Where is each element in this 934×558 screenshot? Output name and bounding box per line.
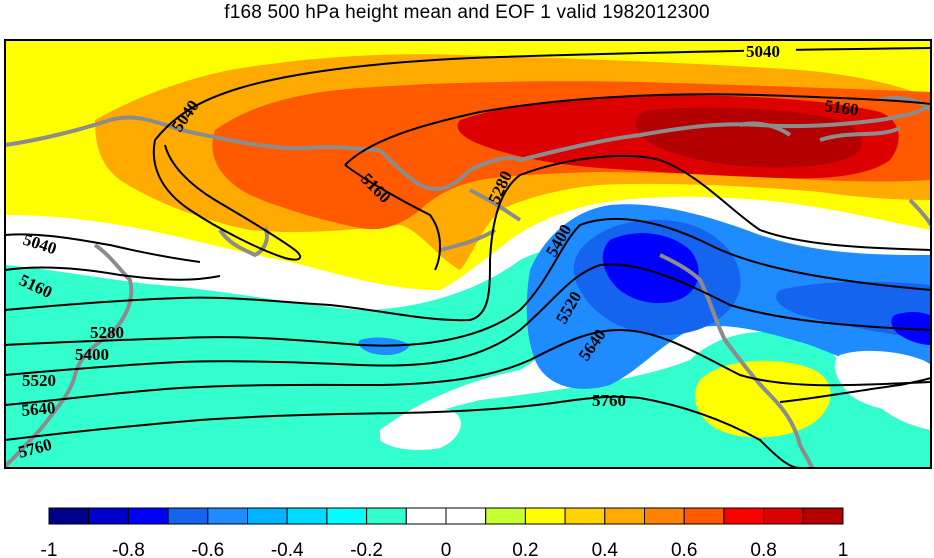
shade-deep-red bbox=[635, 107, 862, 168]
colorbar-swatch bbox=[723, 507, 765, 525]
colorbar-tick-label: -1 bbox=[41, 540, 58, 558]
contour-label-5400-west: 5400 bbox=[75, 345, 109, 364]
contour-5640 bbox=[5, 328, 931, 406]
colorbar-swatch bbox=[524, 507, 566, 525]
shade-white-east bbox=[834, 350, 931, 412]
colorbar-tick-label: 0.6 bbox=[671, 540, 697, 558]
contour-lines bbox=[5, 47, 931, 468]
contour-5400 bbox=[5, 217, 931, 347]
colorbar-swatch bbox=[88, 507, 129, 525]
contour-5760 bbox=[5, 377, 931, 468]
colorbar-tick-label: 0.2 bbox=[512, 540, 538, 558]
colorbar-tick-label: 0.8 bbox=[750, 540, 776, 558]
colorbar-tick-label: 0.4 bbox=[592, 540, 619, 558]
coastline-kamchatka bbox=[218, 148, 521, 257]
contour-label-5640-west: 5640 bbox=[21, 398, 57, 420]
colorbar-swatch bbox=[683, 507, 725, 525]
plot-title: f168 500 hPa height mean and EOF 1 valid… bbox=[224, 2, 710, 23]
contour-label-5160-ne: 5160 bbox=[823, 96, 859, 120]
colorbar-swatch bbox=[326, 507, 368, 525]
shade-yellow-southeast bbox=[695, 360, 831, 438]
contour-5040-loop bbox=[152, 139, 302, 261]
contour-label-5520-west: 5520 bbox=[22, 371, 56, 390]
contour-label-5280-west: 5280 bbox=[90, 323, 124, 342]
shade-blue-core bbox=[602, 233, 699, 304]
coastline-namerica-west bbox=[659, 253, 814, 468]
colorbar-swatch bbox=[445, 507, 487, 525]
colorbar-swatch bbox=[604, 507, 645, 525]
colorbar-swatch bbox=[207, 507, 249, 525]
contour-label-5040-top: 5040 bbox=[746, 42, 780, 61]
colorbar-tick-labels: -1 -0.8 -0.6 -0.4 -0.2 0 0.2 0.4 0.6 0.8 1 bbox=[41, 540, 849, 558]
colorbar-swatch bbox=[127, 507, 169, 525]
coastline-arctic-islands bbox=[739, 96, 931, 227]
colorbar-swatch bbox=[48, 507, 90, 525]
contour-5160 bbox=[5, 93, 931, 281]
contour-5040-west bbox=[5, 233, 201, 263]
colorbar-tick-label: 1 bbox=[838, 540, 849, 558]
colorbar-swatch bbox=[763, 507, 804, 525]
contour-label-5760-center: 5760 bbox=[592, 391, 626, 410]
colorbar-swatch bbox=[644, 507, 685, 525]
colorbar-swatch bbox=[366, 507, 407, 525]
colorbar-tick-label: -0.4 bbox=[271, 540, 304, 558]
colorbar-tick-label: 0 bbox=[441, 540, 452, 558]
contour-5280 bbox=[5, 155, 931, 322]
colorbar-swatch bbox=[405, 507, 447, 525]
colorbar-swatch bbox=[802, 507, 844, 525]
map-frame bbox=[4, 39, 932, 469]
contour-5520 bbox=[5, 263, 931, 376]
colorbar-swatch bbox=[485, 507, 526, 525]
colorbar-tick-label: -0.8 bbox=[112, 540, 145, 558]
colorbar-swatch bbox=[564, 507, 606, 525]
coastline-asia bbox=[5, 115, 381, 468]
eof-shading bbox=[5, 40, 931, 468]
colorbar-tick-label: -0.2 bbox=[350, 540, 383, 558]
colorbar-swatch bbox=[286, 507, 328, 525]
colorbar-swatch bbox=[247, 507, 288, 525]
coastlines bbox=[5, 96, 931, 468]
colorbar-tick-label: -0.6 bbox=[191, 540, 224, 558]
shade-white-south bbox=[380, 408, 461, 450]
colorbar bbox=[48, 507, 844, 525]
colorbar-swatch bbox=[167, 507, 209, 525]
